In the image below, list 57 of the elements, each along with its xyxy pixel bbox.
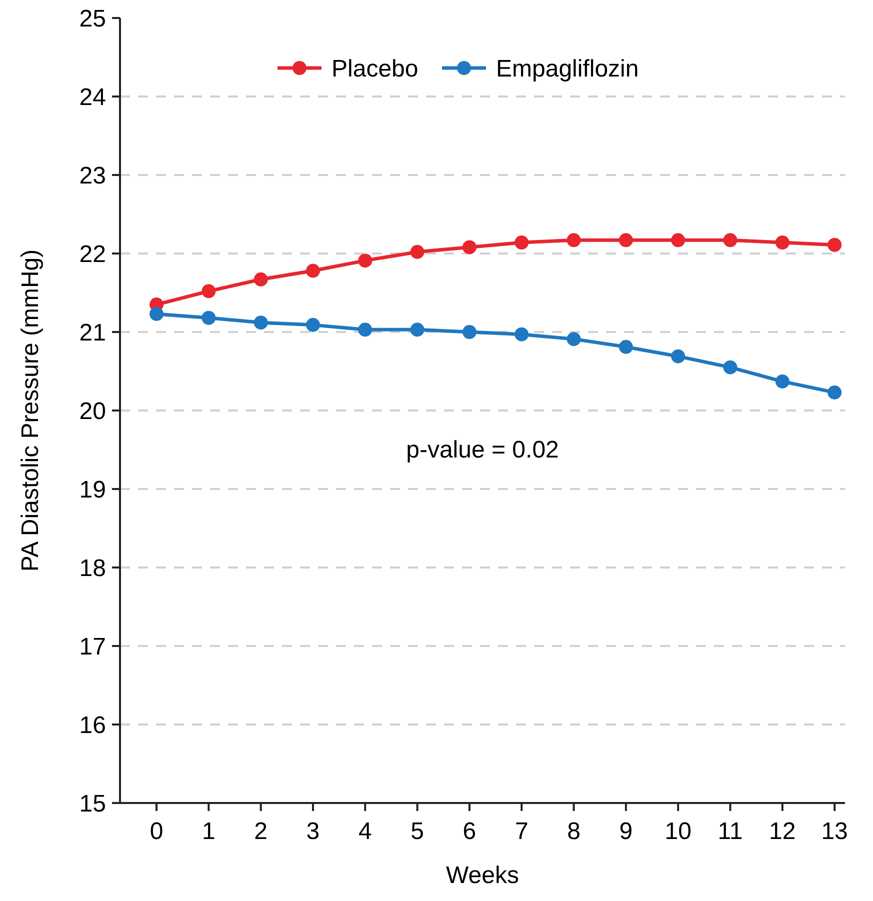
point xyxy=(306,264,320,278)
legend-label: Empagliflozin xyxy=(496,55,639,82)
x-tick-label: 7 xyxy=(514,818,528,845)
x-tick-label: 11 xyxy=(718,818,743,845)
point xyxy=(514,236,529,250)
point xyxy=(254,272,268,286)
point xyxy=(202,310,216,325)
point xyxy=(566,332,581,346)
x-tick-label: 0 xyxy=(150,818,164,845)
x-tick-label: 4 xyxy=(358,818,372,845)
point xyxy=(514,327,529,342)
point xyxy=(723,360,738,374)
point xyxy=(828,385,842,400)
x-tick-label: 3 xyxy=(306,818,320,845)
point xyxy=(775,236,790,250)
point xyxy=(828,238,842,252)
point xyxy=(358,322,372,337)
point xyxy=(775,374,790,388)
x-tick-label: 13 xyxy=(821,818,848,845)
y-tick-label: 23 xyxy=(79,162,106,190)
point xyxy=(462,325,476,339)
point xyxy=(410,244,424,259)
x-axis-title: Weeks xyxy=(446,862,519,889)
point xyxy=(618,233,633,248)
point xyxy=(202,284,216,298)
point xyxy=(462,240,476,254)
x-tick-label: 6 xyxy=(462,818,476,845)
point xyxy=(618,340,633,354)
x-tick-label: 8 xyxy=(567,818,580,845)
point xyxy=(358,254,372,268)
point xyxy=(306,318,320,332)
y-tick-label: 20 xyxy=(79,398,106,425)
x-tick-label: 5 xyxy=(410,818,424,845)
x-tick-label: 10 xyxy=(664,818,692,845)
point xyxy=(150,306,164,321)
y-tick-label: 22 xyxy=(79,240,106,268)
y-axis-title: PA Diastolic Pressure (mmHg) xyxy=(17,249,44,572)
point xyxy=(254,316,268,330)
y-tick-label: 16 xyxy=(79,712,106,739)
point xyxy=(671,233,686,248)
annotation: p-value = 0.02 xyxy=(406,436,559,464)
y-tick-label: 17 xyxy=(79,633,106,660)
y-tick-label: 21 xyxy=(79,319,106,346)
x-tick-label: 1 xyxy=(202,818,216,845)
y-tick-label: 24 xyxy=(79,84,106,111)
y-tick-label: 18 xyxy=(79,554,106,582)
point xyxy=(671,349,686,364)
point xyxy=(723,233,738,248)
y-tick-label: 25 xyxy=(79,5,106,32)
point xyxy=(410,322,424,337)
x-tick-label: 2 xyxy=(254,818,268,845)
legend-label: Placebo xyxy=(332,55,418,82)
point xyxy=(566,233,581,248)
y-tick-label: 19 xyxy=(79,476,106,504)
x-tick-label: 9 xyxy=(619,818,633,845)
x-tick-label: 12 xyxy=(769,818,796,845)
y-tick-label: 15 xyxy=(79,790,106,818)
